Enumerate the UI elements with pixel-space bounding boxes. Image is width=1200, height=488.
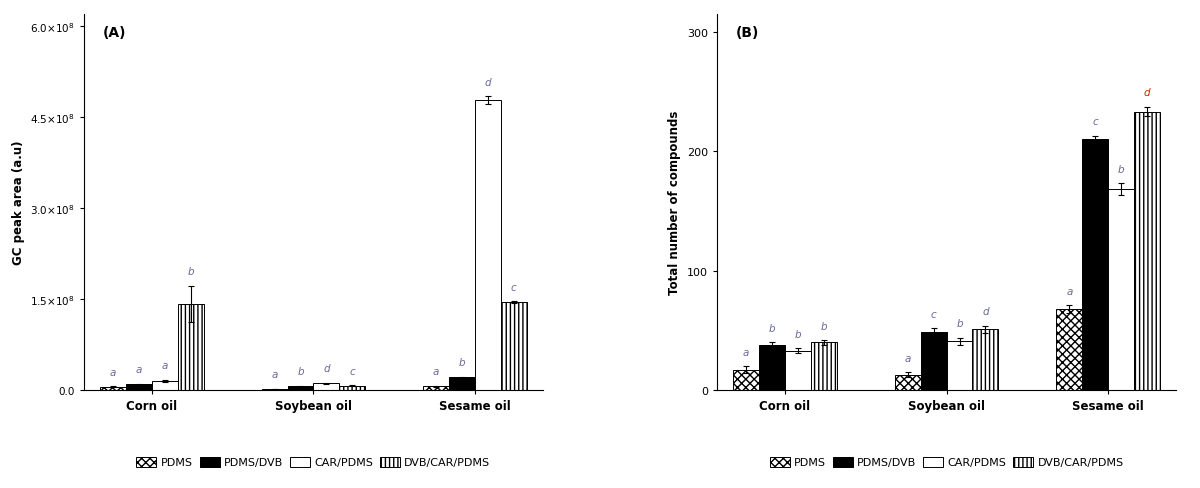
- Bar: [288, 386, 313, 390]
- Bar: [1056, 309, 1082, 390]
- Bar: [920, 332, 947, 390]
- Bar: [100, 387, 126, 390]
- Bar: [1082, 140, 1108, 390]
- Bar: [152, 381, 178, 390]
- Text: c: c: [1092, 117, 1098, 127]
- Bar: [1108, 190, 1134, 390]
- Text: b: b: [821, 321, 827, 331]
- Bar: [785, 351, 811, 390]
- Text: b: b: [794, 329, 802, 339]
- Text: a: a: [905, 353, 911, 363]
- Text: a: a: [743, 347, 750, 357]
- Text: b: b: [298, 366, 304, 377]
- Text: d: d: [485, 78, 491, 88]
- Text: b: b: [1117, 164, 1124, 175]
- Bar: [262, 389, 288, 390]
- Text: c: c: [349, 366, 355, 376]
- Legend: PDMS, PDMS/DVB, CAR/PDMS, DVB/CAR/PDMS: PDMS, PDMS/DVB, CAR/PDMS, DVB/CAR/PDMS: [132, 452, 494, 472]
- Text: b: b: [769, 324, 775, 333]
- Text: a: a: [433, 366, 439, 377]
- Text: b: b: [956, 319, 962, 328]
- Bar: [760, 345, 785, 390]
- Legend: PDMS, PDMS/DVB, CAR/PDMS, DVB/CAR/PDMS: PDMS, PDMS/DVB, CAR/PDMS, DVB/CAR/PDMS: [766, 452, 1128, 472]
- Bar: [475, 101, 500, 390]
- Bar: [449, 378, 475, 390]
- Text: d: d: [1144, 88, 1151, 98]
- Y-axis label: GC peak area (a.u): GC peak area (a.u): [12, 141, 25, 264]
- Bar: [178, 305, 204, 390]
- Bar: [972, 329, 998, 390]
- Bar: [126, 385, 152, 390]
- Bar: [500, 303, 527, 390]
- Text: a: a: [110, 367, 116, 377]
- Bar: [895, 375, 920, 390]
- Text: d: d: [982, 306, 989, 317]
- Bar: [313, 384, 340, 390]
- Bar: [733, 370, 760, 390]
- Text: a: a: [136, 365, 142, 374]
- Y-axis label: Total number of compounds: Total number of compounds: [668, 110, 682, 295]
- Text: a: a: [271, 369, 278, 380]
- Bar: [811, 343, 836, 390]
- Bar: [424, 386, 449, 390]
- Bar: [947, 342, 972, 390]
- Text: c: c: [511, 282, 517, 292]
- Text: (B): (B): [736, 26, 758, 40]
- Text: (A): (A): [102, 26, 126, 40]
- Bar: [1134, 112, 1160, 390]
- Text: a: a: [162, 361, 168, 371]
- Text: a: a: [1066, 286, 1073, 296]
- Text: d: d: [323, 364, 330, 373]
- Text: b: b: [187, 267, 194, 277]
- Bar: [340, 386, 365, 390]
- Text: c: c: [931, 309, 936, 319]
- Text: b: b: [458, 357, 466, 367]
